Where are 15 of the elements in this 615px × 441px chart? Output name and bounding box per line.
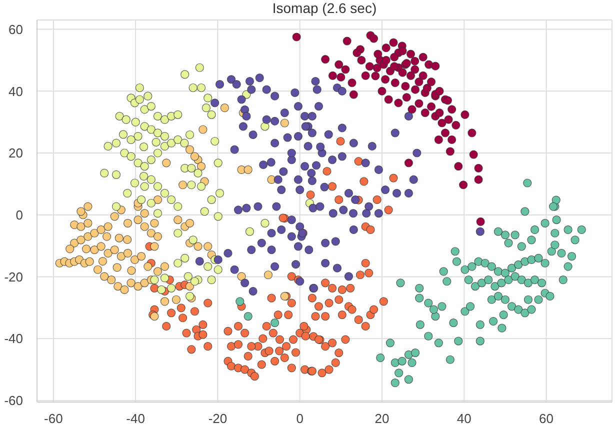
y-tick-label: 40	[8, 84, 23, 99]
x-tick-label: -60	[44, 411, 63, 426]
x-tick-label: -20	[208, 411, 228, 426]
x-tick-label: 20	[374, 411, 390, 426]
x-tick-label: 40	[456, 411, 472, 426]
y-tick-label: -40	[4, 331, 23, 346]
y-tick-label: -20	[4, 269, 23, 284]
x-tick-label: -40	[126, 411, 145, 426]
y-tick-label: -60	[4, 393, 23, 408]
chart-title: Isomap (2.6 sec)	[271, 0, 378, 17]
x-tick-label: 0	[296, 411, 304, 426]
y-tick-label: 20	[8, 146, 23, 161]
y-tick-label: 60	[8, 22, 23, 37]
y-tick-label: 0	[16, 207, 23, 222]
x-tick-label: 60	[539, 411, 554, 426]
